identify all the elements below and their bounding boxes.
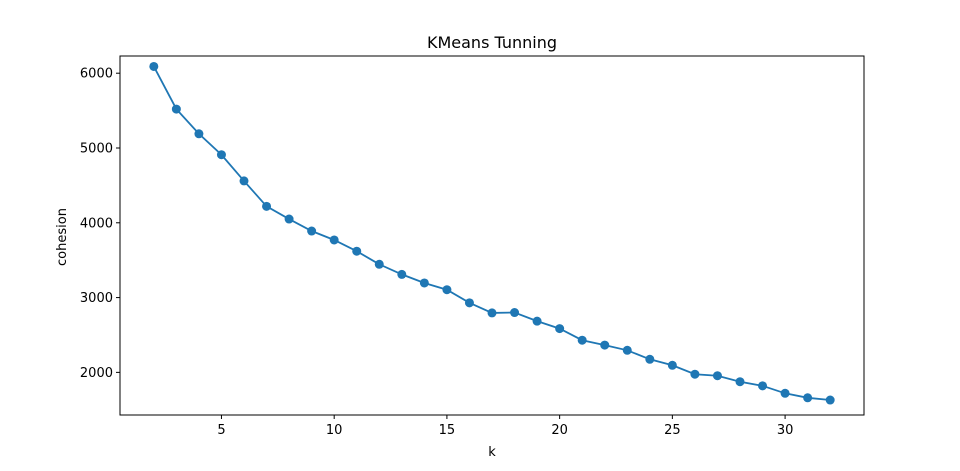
data-point [442, 285, 452, 295]
data-point [374, 259, 384, 269]
data-point [284, 214, 294, 224]
y-tick-label: 5000 [80, 141, 113, 156]
x-tick-label: 10 [326, 423, 343, 438]
y-tick-label: 6000 [80, 67, 113, 82]
data-point [690, 369, 700, 379]
data-point [352, 246, 362, 256]
series-layer [149, 61, 835, 405]
data-point [825, 395, 835, 405]
data-point [464, 298, 474, 308]
data-point [239, 176, 249, 186]
data-point [577, 335, 587, 345]
data-point [803, 393, 813, 403]
data-point [600, 340, 610, 350]
x-axis-ticks: 5 10 15 20 25 30 [217, 415, 793, 438]
data-point [622, 345, 632, 355]
data-point [194, 129, 204, 139]
data-point [149, 61, 159, 71]
data-point [419, 278, 429, 288]
x-tick-label: 15 [439, 423, 456, 438]
x-tick-label: 30 [777, 423, 794, 438]
x-tick-label: 5 [217, 423, 225, 438]
data-point [758, 381, 768, 391]
x-axis-label: k [488, 445, 496, 460]
data-point [171, 104, 181, 114]
chart-title: KMeans Tunning [427, 33, 557, 52]
data-point [397, 269, 407, 279]
x-tick-label: 25 [664, 423, 681, 438]
plot-area-frame [119, 55, 865, 416]
y-axis-label: cohesion [55, 208, 70, 266]
data-point [645, 354, 655, 364]
data-point [329, 235, 339, 245]
data-point [555, 324, 565, 334]
data-point [780, 388, 790, 398]
y-axis-ticks: 2000 3000 4000 5000 6000 [80, 67, 120, 381]
x-tick-label: 20 [551, 423, 568, 438]
y-tick-label: 3000 [80, 291, 113, 306]
y-tick-label: 2000 [80, 366, 113, 381]
data-point [307, 226, 317, 236]
data-point [262, 201, 272, 211]
data-point [532, 316, 542, 326]
data-point [667, 360, 677, 370]
data-point [735, 377, 745, 387]
data-point [216, 150, 226, 160]
data-point [712, 371, 722, 381]
data-point [510, 308, 520, 318]
data-point [487, 308, 497, 318]
series-line [153, 66, 831, 401]
y-tick-label: 4000 [80, 216, 113, 231]
